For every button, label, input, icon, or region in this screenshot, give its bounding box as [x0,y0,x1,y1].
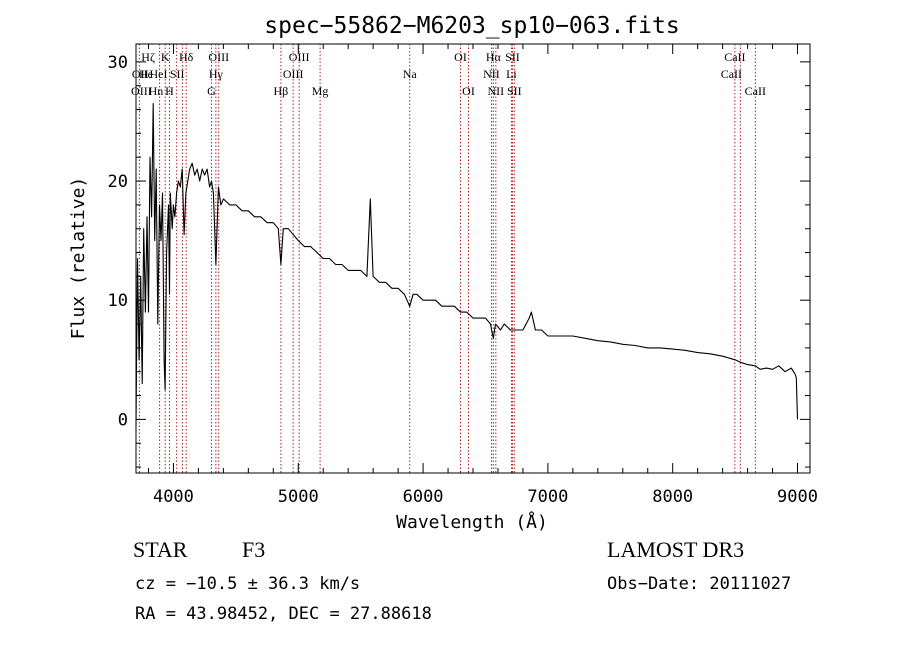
y-tick-label-0: 0 [118,410,128,430]
redshift-readout: cz = −10.5 ± 36.3 km/s [135,574,361,594]
y-tick-label-20: 20 [108,172,128,192]
line-label-18: OI [454,50,467,64]
x-tick-label-9000: 9000 [777,487,818,507]
line-label-10: OIII [208,50,229,64]
line-label-26: CaII [724,50,745,64]
x-tick-label-6000: 6000 [403,487,444,507]
survey-label: LAMOST DR3 [607,537,745,562]
y-tick-label-30: 30 [108,53,128,73]
line-label-21: SII [505,50,520,64]
line-label-20: Hα [486,50,502,64]
x-tick-label-5000: 5000 [278,487,319,507]
line-label-27: CaII [721,67,742,81]
line-label-23: Li [506,67,517,81]
line-label-24: NII [488,84,505,98]
x-tick-label-8000: 8000 [652,487,693,507]
line-label-28: CaII [745,84,766,98]
line-label-8: H [165,84,174,98]
spectrum-series [135,103,799,426]
line-label-19: OI [462,84,475,98]
x-axis-label: Wavelength (Å) [396,511,548,533]
emission-line-markers [138,44,756,473]
x-tick-label-4000: 4000 [153,487,194,507]
line-label-6: HeI [149,67,167,81]
series-spectrum [135,103,799,426]
line-label-14: OIII [283,67,304,81]
line-label-2: He [139,67,153,81]
line-label-4: Hn [149,84,164,98]
line-label-22: NII [483,67,500,81]
y-axis-label: Flux (relative) [68,177,89,340]
y-tick-label-10: 10 [108,291,128,311]
line-label-11: Hγ [209,67,224,81]
y-axis-ticks: 0 10 20 30 [108,53,810,468]
line-label-0: Hζ [141,50,155,64]
x-tick-label-7000: 7000 [527,487,568,507]
line-label-7: SII [170,67,185,81]
x-axis-ticks: 4000 5000 6000 7000 8000 9000 [147,44,818,507]
line-label-16: Mg [312,84,329,98]
chart-title: spec−55862−M6203_sp10−063.fits [264,13,679,39]
line-label-12: G [207,84,216,98]
line-label-17: Na [403,67,418,81]
coordinates-readout: RA = 43.98452, DEC = 27.88618 [135,604,432,624]
object-subclass-value: F3 [242,537,266,562]
line-label-5: K [161,50,170,64]
plot-frame [135,43,811,474]
line-label-25: SII [507,84,522,98]
line-label-15: Hβ [274,84,289,98]
line-label-13: OIII [289,50,310,64]
object-class-label: STAR [133,537,188,562]
observation-date: Obs−Date: 20111027 [607,574,792,594]
line-label-9: Hδ [179,50,194,64]
